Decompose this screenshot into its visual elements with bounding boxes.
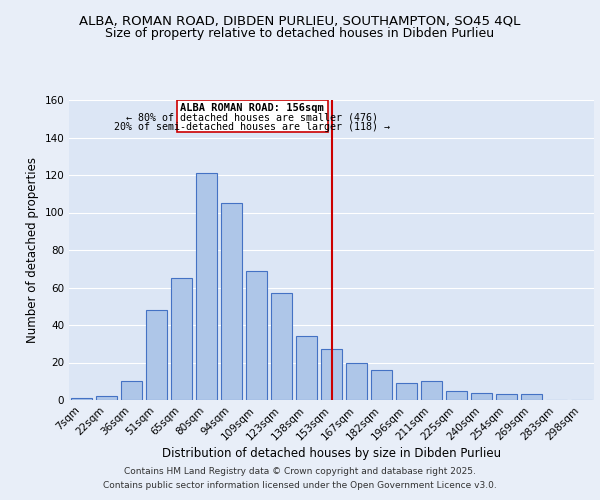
Bar <box>421 381 442 400</box>
Bar <box>496 394 517 400</box>
Bar <box>396 383 417 400</box>
Bar <box>246 270 267 400</box>
FancyBboxPatch shape <box>176 100 328 132</box>
Bar <box>371 370 392 400</box>
Text: Contains HM Land Registry data © Crown copyright and database right 2025.: Contains HM Land Registry data © Crown c… <box>124 467 476 476</box>
Bar <box>321 350 342 400</box>
Bar <box>146 310 167 400</box>
Bar <box>296 336 317 400</box>
Text: 20% of semi-detached houses are larger (118) →: 20% of semi-detached houses are larger (… <box>114 122 390 132</box>
Bar <box>71 398 92 400</box>
Text: ← 80% of detached houses are smaller (476): ← 80% of detached houses are smaller (47… <box>126 113 378 122</box>
Y-axis label: Number of detached properties: Number of detached properties <box>26 157 39 343</box>
X-axis label: Distribution of detached houses by size in Dibden Purlieu: Distribution of detached houses by size … <box>162 448 501 460</box>
Bar <box>471 392 492 400</box>
Bar <box>271 293 292 400</box>
Text: Size of property relative to detached houses in Dibden Purlieu: Size of property relative to detached ho… <box>106 28 494 40</box>
Bar <box>121 381 142 400</box>
Bar <box>221 203 242 400</box>
Bar <box>196 173 217 400</box>
Text: ALBA, ROMAN ROAD, DIBDEN PURLIEU, SOUTHAMPTON, SO45 4QL: ALBA, ROMAN ROAD, DIBDEN PURLIEU, SOUTHA… <box>79 15 521 28</box>
Bar <box>96 396 117 400</box>
Bar <box>521 394 542 400</box>
Bar <box>171 278 192 400</box>
Text: ALBA ROMAN ROAD: 156sqm: ALBA ROMAN ROAD: 156sqm <box>180 104 324 114</box>
Bar <box>446 390 467 400</box>
Bar <box>346 362 367 400</box>
Text: Contains public sector information licensed under the Open Government Licence v3: Contains public sector information licen… <box>103 481 497 490</box>
